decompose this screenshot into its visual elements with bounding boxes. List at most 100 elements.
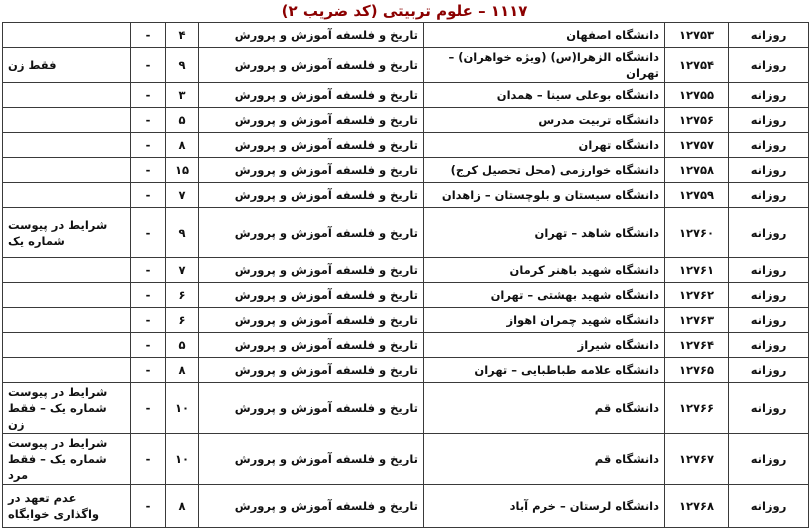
- cell-capacity: ۵: [165, 332, 199, 358]
- cell-note: فقط زن: [2, 47, 131, 83]
- cell-note: [2, 157, 131, 183]
- cell-note: [2, 22, 131, 48]
- cell-separator: -: [130, 332, 166, 358]
- cell-capacity: ۹: [165, 47, 199, 83]
- cell-period: روزانه: [728, 82, 809, 108]
- cell-field: تاریخ و فلسفه آموزش و پرورش: [198, 47, 424, 83]
- cell-period: روزانه: [728, 47, 809, 83]
- cell-university: دانشگاه قم: [423, 382, 665, 434]
- cell-capacity: ۱۰: [165, 382, 199, 434]
- cell-field: تاریخ و فلسفه آموزش و پرورش: [198, 132, 424, 158]
- cell-period: روزانه: [728, 107, 809, 133]
- cell-university: دانشگاه بوعلی سینا – همدان: [423, 82, 665, 108]
- cell-university: دانشگاه سیستان و بلوچستان – زاهدان: [423, 182, 665, 208]
- cell-capacity: ۶: [165, 307, 199, 333]
- cell-code: ۱۲۷۵۵: [664, 82, 729, 108]
- cell-university: دانشگاه تهران: [423, 132, 665, 158]
- table-row: روزانه ۱۲۷۶۱ دانشگاه شهید باهنر کرمان تاریخ…: [2, 257, 809, 283]
- cell-code: ۱۲۷۶۳: [664, 307, 729, 333]
- cell-separator: -: [130, 484, 166, 528]
- cell-university: دانشگاه شیراز: [423, 332, 665, 358]
- cell-separator: -: [130, 82, 166, 108]
- cell-note: شرایط در پیوست شماره یک – فقط زن: [2, 382, 131, 434]
- cell-period: روزانه: [728, 257, 809, 283]
- cell-period: روزانه: [728, 282, 809, 308]
- table-row: روزانه ۱۲۷۶۷ دانشگاه قم تاریخ و فلسفه آموزش…: [2, 433, 809, 485]
- cell-separator: -: [130, 182, 166, 208]
- cell-code: ۱۲۷۵۴: [664, 47, 729, 83]
- cell-field: تاریخ و فلسفه آموزش و پرورش: [198, 257, 424, 283]
- cell-field: تاریخ و فلسفه آموزش و پرورش: [198, 182, 424, 208]
- cell-separator: -: [130, 157, 166, 183]
- cell-capacity: ۸: [165, 132, 199, 158]
- cell-note: [2, 107, 131, 133]
- table-row: روزانه ۱۲۷۵۶ دانشگاه تربیت مدرس تاریخ و فلس…: [2, 107, 809, 133]
- cell-university: دانشگاه شهید چمران اهواز: [423, 307, 665, 333]
- table-body: روزانه ۱۲۷۵۳ دانشگاه اصفهان تاریخ و فلسفه آ…: [2, 22, 809, 528]
- table-row: روزانه ۱۲۷۶۳ دانشگاه شهید چمران اهواز تاریخ…: [2, 307, 809, 333]
- cell-code: ۱۲۷۶۶: [664, 382, 729, 434]
- cell-code: ۱۲۷۶۱: [664, 257, 729, 283]
- cell-university: دانشگاه شهید بهشتی – تهران: [423, 282, 665, 308]
- cell-code: ۱۲۷۶۲: [664, 282, 729, 308]
- admissions-table: روزانه ۱۲۷۵۳ دانشگاه اصفهان تاریخ و فلسفه آ…: [2, 22, 809, 528]
- cell-university: دانشگاه لرستان – خرم آباد: [423, 484, 665, 528]
- cell-note: شرایط در پیوست شماره یک – فقط مرد: [2, 433, 131, 485]
- cell-field: تاریخ و فلسفه آموزش و پرورش: [198, 382, 424, 434]
- cell-university: دانشگاه الزهرا(س) (ویژه خواهران) – تهران: [423, 47, 665, 83]
- cell-capacity: ۶: [165, 282, 199, 308]
- table-row: روزانه ۱۲۷۵۴ دانشگاه الزهرا(س) (ویژه خواهر…: [2, 47, 809, 83]
- cell-separator: -: [130, 307, 166, 333]
- cell-separator: -: [130, 257, 166, 283]
- cell-period: روزانه: [728, 307, 809, 333]
- cell-period: روزانه: [728, 182, 809, 208]
- cell-field: تاریخ و فلسفه آموزش و پرورش: [198, 207, 424, 258]
- table-row: روزانه ۱۲۷۵۸ دانشگاه خوارزمی (محل تحصیل کر…: [2, 157, 809, 183]
- table-row: روزانه ۱۲۷۵۳ دانشگاه اصفهان تاریخ و فلسفه آ…: [2, 22, 809, 48]
- cell-field: تاریخ و فلسفه آموزش و پرورش: [198, 433, 424, 485]
- cell-field: تاریخ و فلسفه آموزش و پرورش: [198, 332, 424, 358]
- cell-field: تاریخ و فلسفه آموزش و پرورش: [198, 357, 424, 383]
- cell-code: ۱۲۷۶۰: [664, 207, 729, 258]
- cell-capacity: ۱۵: [165, 157, 199, 183]
- cell-note: عدم تعهد در واگذاری خوابگاه: [2, 484, 131, 528]
- cell-separator: -: [130, 132, 166, 158]
- cell-period: روزانه: [728, 22, 809, 48]
- cell-code: ۱۲۷۶۷: [664, 433, 729, 485]
- cell-university: دانشگاه علامه طباطبایی – تهران: [423, 357, 665, 383]
- cell-capacity: ۹: [165, 207, 199, 258]
- table-row: روزانه ۱۲۷۶۸ دانشگاه لرستان – خرم آباد تاری…: [2, 484, 809, 528]
- cell-capacity: ۷: [165, 257, 199, 283]
- cell-period: روزانه: [728, 157, 809, 183]
- table-row: روزانه ۱۲۷۵۷ دانشگاه تهران تاریخ و فلسفه آم…: [2, 132, 809, 158]
- table-row: روزانه ۱۲۷۶۰ دانشگاه شاهد – تهران تاریخ و ف…: [2, 207, 809, 258]
- cell-period: روزانه: [728, 484, 809, 528]
- cell-note: [2, 182, 131, 208]
- cell-university: دانشگاه خوارزمی (محل تحصیل کرج): [423, 157, 665, 183]
- page-title: ۱۱۱۷ – علوم تربیتی (کد ضریب ۲): [281, 2, 528, 20]
- cell-separator: -: [130, 357, 166, 383]
- cell-university: دانشگاه قم: [423, 433, 665, 485]
- cell-university: دانشگاه شاهد – تهران: [423, 207, 665, 258]
- cell-university: دانشگاه تربیت مدرس: [423, 107, 665, 133]
- cell-separator: -: [130, 382, 166, 434]
- cell-field: تاریخ و فلسفه آموزش و پرورش: [198, 22, 424, 48]
- cell-code: ۱۲۷۵۷: [664, 132, 729, 158]
- cell-field: تاریخ و فلسفه آموزش و پرورش: [198, 157, 424, 183]
- cell-separator: -: [130, 107, 166, 133]
- cell-note: [2, 332, 131, 358]
- cell-note: [2, 257, 131, 283]
- cell-separator: -: [130, 22, 166, 48]
- cell-separator: -: [130, 433, 166, 485]
- cell-capacity: ۴: [165, 22, 199, 48]
- cell-separator: -: [130, 47, 166, 83]
- cell-capacity: ۳: [165, 82, 199, 108]
- cell-period: روزانه: [728, 207, 809, 258]
- cell-code: ۱۲۷۵۸: [664, 157, 729, 183]
- cell-note: شرایط در پیوست شماره یک: [2, 207, 131, 258]
- cell-period: روزانه: [728, 382, 809, 434]
- cell-period: روزانه: [728, 357, 809, 383]
- table-row: روزانه ۱۲۷۶۴ دانشگاه شیراز تاریخ و فلسفه آم…: [2, 332, 809, 358]
- cell-capacity: ۸: [165, 357, 199, 383]
